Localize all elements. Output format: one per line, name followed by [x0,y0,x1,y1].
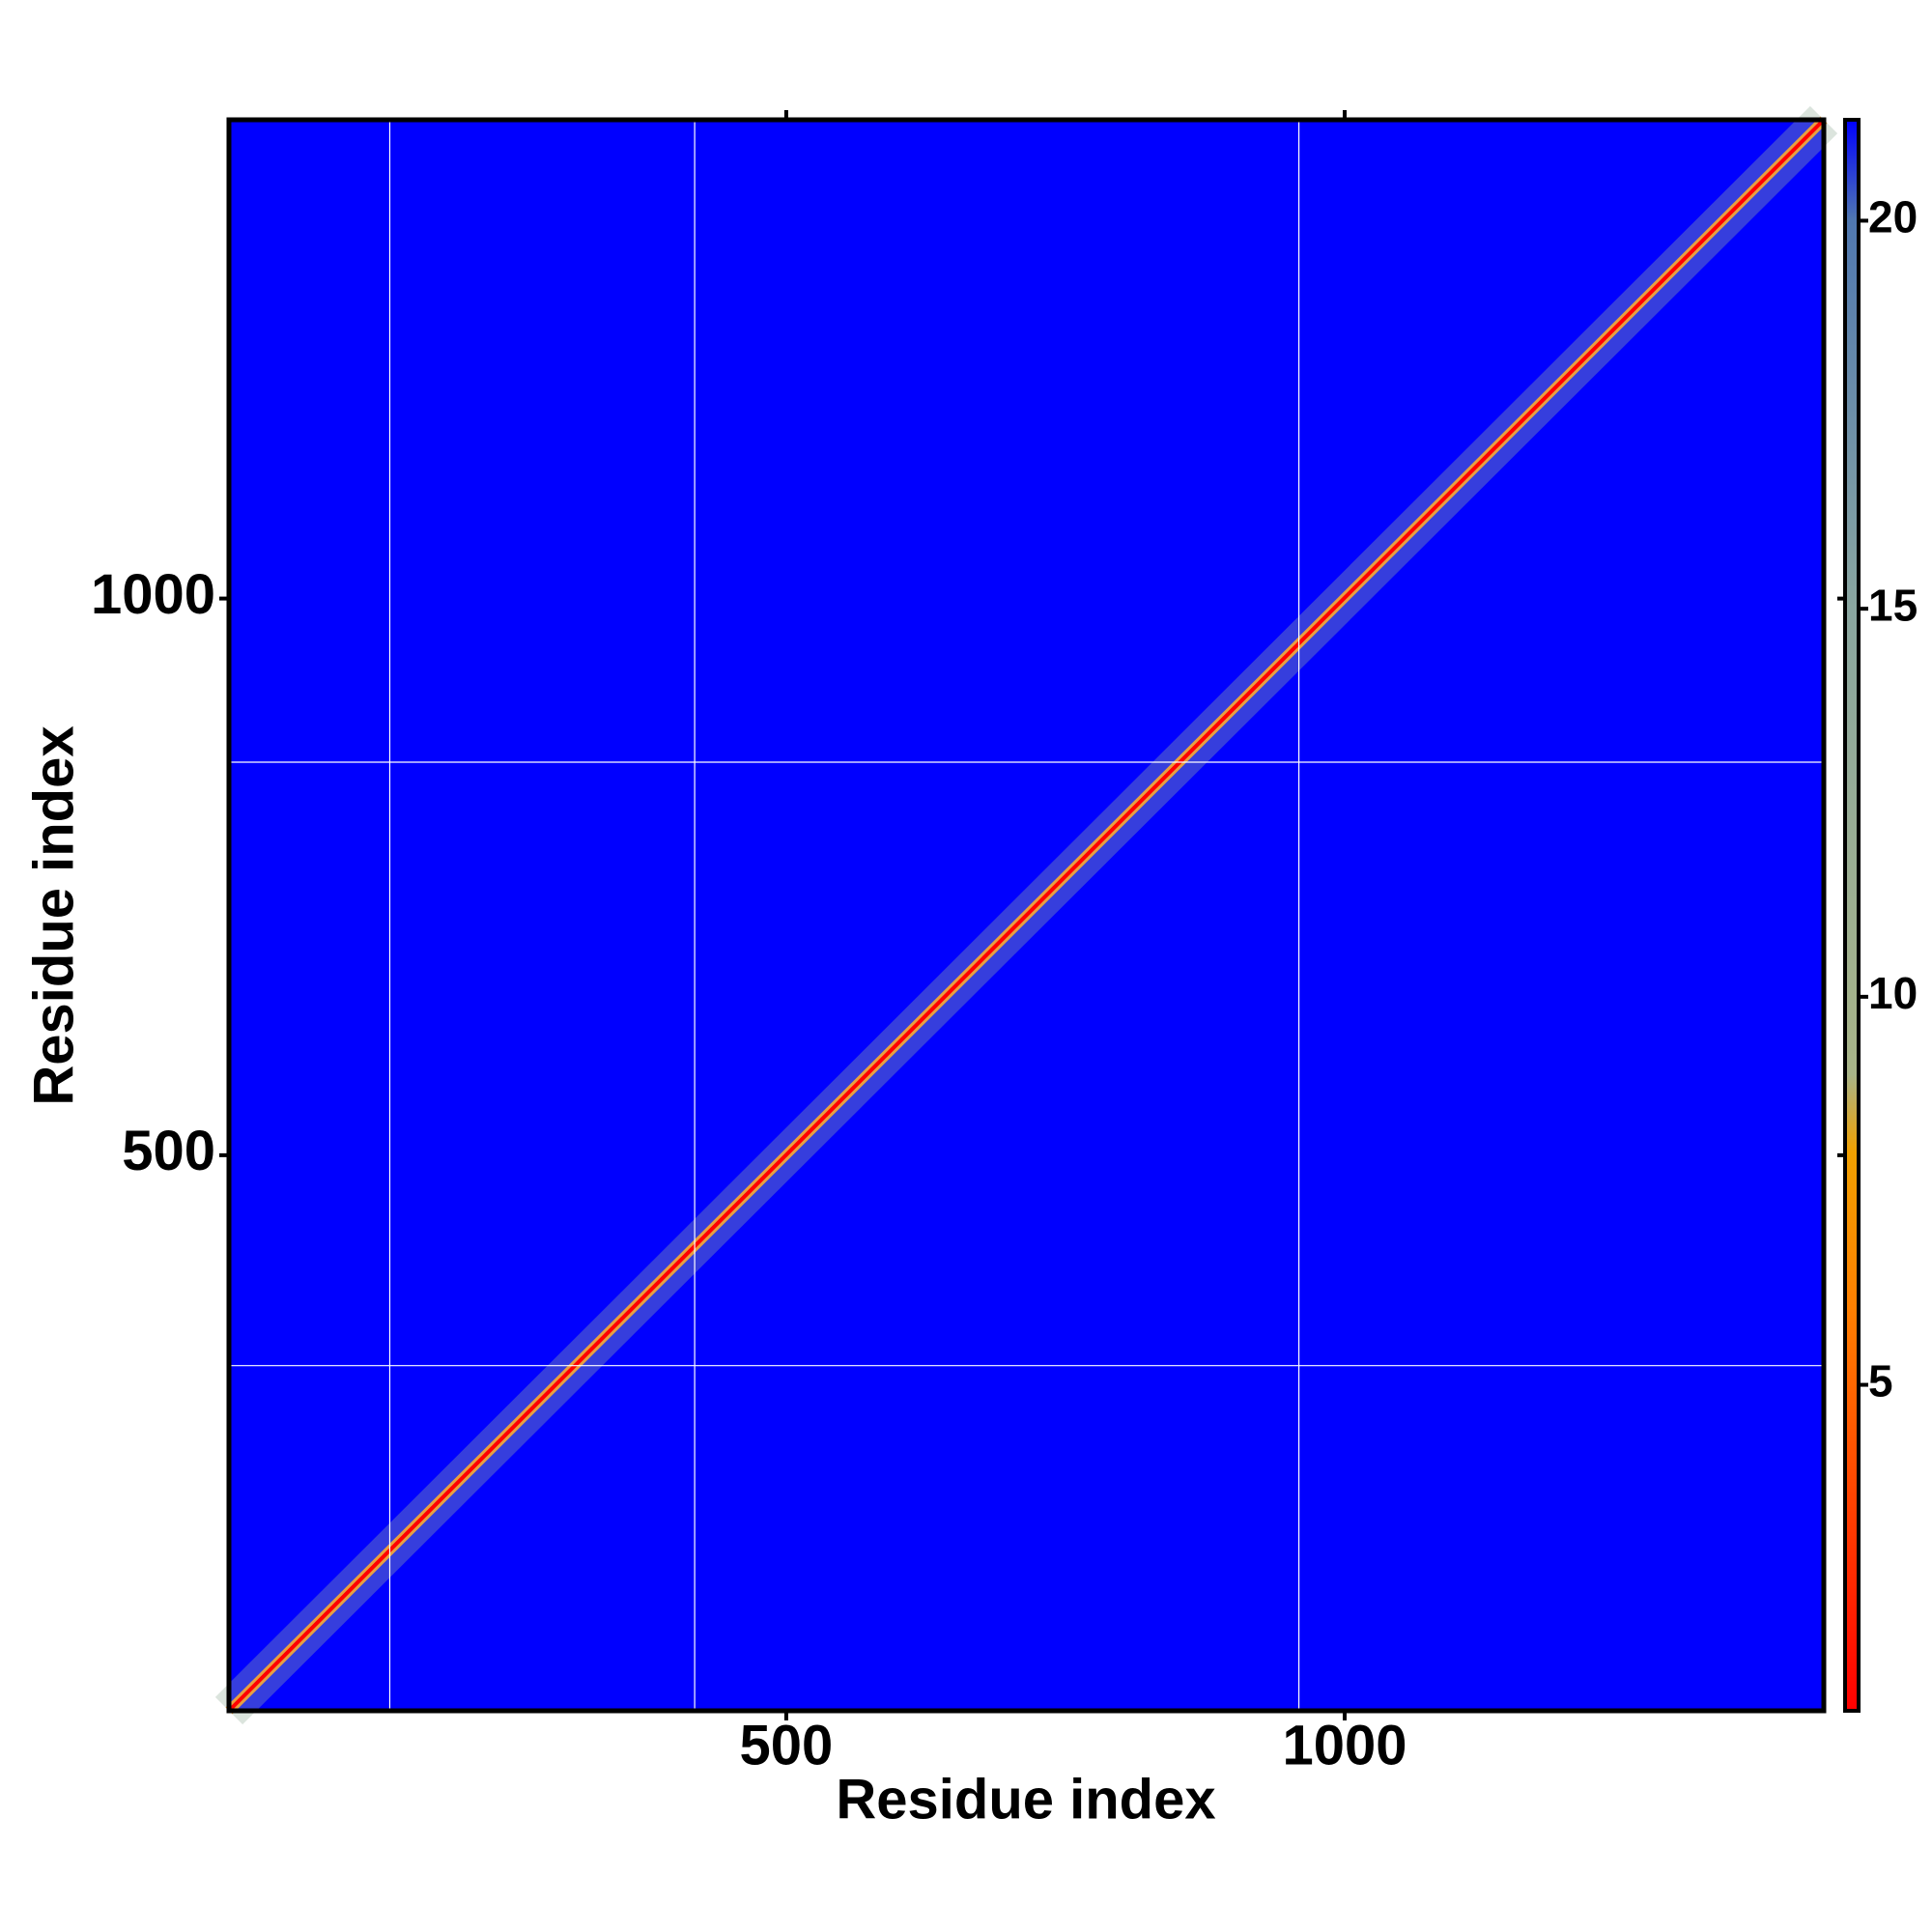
colorbar-tick-label: 20 [1868,192,1918,242]
colorbar-tick-label: 15 [1868,580,1918,630]
x-tick-label: 500 [740,1714,834,1776]
plot-frame [226,117,1827,1714]
x-axis-title: Residue index [836,1768,1215,1831]
x-tick-label: 1000 [1282,1714,1406,1776]
colorbar [1843,118,1861,1713]
y-tick-label: 1000 [91,563,215,626]
diagonal [227,118,1826,1713]
colorbar-tick-label: 5 [1868,1356,1893,1406]
colorbar-tick-label: 10 [1868,968,1918,1018]
y-tick-label: 500 [122,1120,215,1182]
y-axis-title: Residue index [22,725,85,1105]
